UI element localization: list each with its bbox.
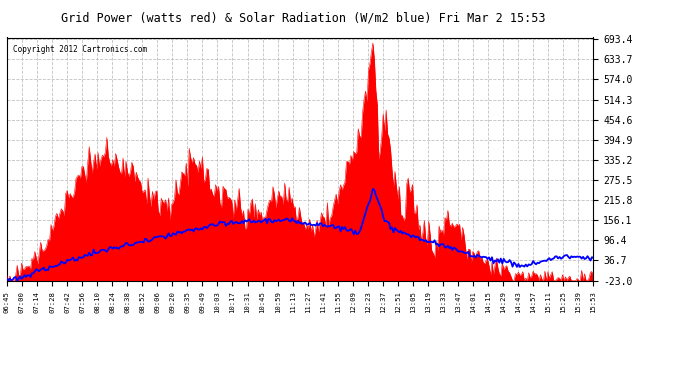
Text: Grid Power (watts red) & Solar Radiation (W/m2 blue) Fri Mar 2 15:53: Grid Power (watts red) & Solar Radiation… bbox=[61, 11, 546, 24]
Text: Copyright 2012 Cartronics.com: Copyright 2012 Cartronics.com bbox=[13, 45, 147, 54]
